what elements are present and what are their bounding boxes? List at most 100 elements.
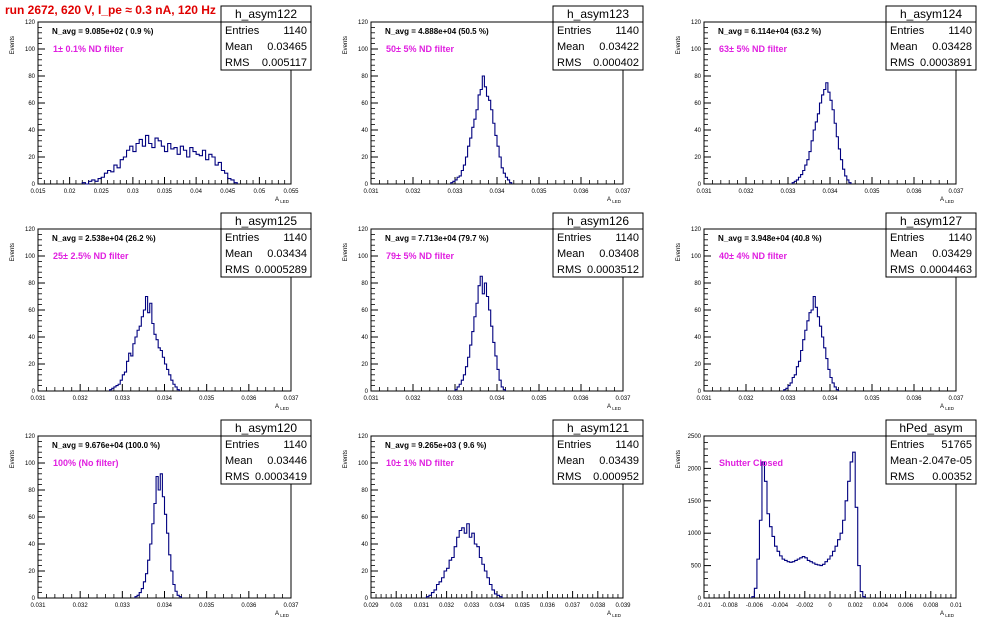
x-tick-label: 0.034: [822, 396, 838, 402]
y-tick-label: 20: [361, 569, 368, 575]
y-tick-label: 80: [28, 488, 35, 494]
y-tick-label: 120: [358, 20, 369, 26]
histogram-name: h_asym123: [567, 7, 629, 21]
stats-label: Entries: [557, 232, 592, 244]
histogram-pad-h_asym124: 0 20 40 60 80 100 120 0.031 0.032 0.033 0.034 0.035…: [676, 5, 977, 204]
y-tick-label: 40: [361, 335, 368, 341]
y-tick-label: 40: [28, 542, 35, 548]
stats-value: 1140: [615, 25, 639, 37]
y-tick-label: 100: [691, 254, 702, 260]
x-tick-label: 0.036: [241, 603, 257, 609]
histogram-pad-h_asym126: 0 20 40 60 80 100 120 0.031 0.032 0.033 0.034 0.035…: [343, 212, 644, 411]
y-axis-title: Events: [10, 243, 16, 261]
stats-box: [220, 5, 312, 71]
y-tick-label: 60: [28, 308, 35, 314]
x-tick-label: 0.034: [489, 189, 505, 195]
y-tick-label: 120: [25, 434, 36, 440]
x-tick-label: 0.035: [531, 396, 547, 402]
x-axis-title: A LED: [940, 197, 955, 204]
stats-values-box: [552, 21, 644, 71]
y-tick-label: 100: [25, 461, 36, 467]
x-tick-label: 0.031: [414, 603, 430, 609]
x-tick-label: -0.004: [771, 603, 789, 609]
x-tick-label: 0.03: [390, 603, 402, 609]
y-axis-title: Events: [343, 243, 349, 261]
x-tick-label: -0.01: [697, 603, 711, 609]
stats-values-box: [885, 228, 977, 278]
x-tick-label: 0.038: [590, 603, 606, 609]
x-tick-label: 0.033: [780, 396, 796, 402]
x-tick-label: 0.036: [906, 189, 922, 195]
x-tick-label: -0.006: [746, 603, 764, 609]
stats-value: 1140: [948, 25, 972, 37]
stats-label: Entries: [225, 439, 260, 451]
x-tick-label: 0.031: [363, 189, 379, 195]
stats-label: RMS: [225, 264, 249, 276]
x-tick-label: 0.032: [738, 189, 754, 195]
stats-value: 0.0005289: [255, 264, 307, 276]
navg-label: N_avg = 9.676e+04 (100.0 %): [52, 441, 160, 450]
x-tick-label: 0.033: [115, 396, 131, 402]
y-tick-label: 20: [28, 569, 35, 575]
x-tick-label: 0.037: [565, 603, 581, 609]
filter-label: 10± 1% ND filter: [386, 458, 454, 468]
stats-value: 0.000952: [593, 471, 639, 483]
y-tick-label: 80: [361, 488, 368, 494]
x-tick-label: 0.036: [573, 396, 589, 402]
stats-box: [220, 212, 312, 278]
navg-label: N_avg = 3.948e+04 (40.8 %): [718, 234, 822, 243]
x-tick-label: 0.03: [127, 189, 139, 195]
stats-label: Mean: [225, 455, 253, 467]
stats-values-box: [885, 435, 977, 485]
stats-value: 1140: [283, 439, 307, 451]
histogram-line: [791, 82, 852, 184]
histogram-name: h_asym127: [900, 214, 962, 228]
stats-value: 0.03428: [932, 41, 972, 53]
x-tick-label: 0.035: [199, 396, 215, 402]
x-tick-label: 0.031: [363, 396, 379, 402]
y-tick-label: 0: [365, 596, 369, 602]
x-tick-label: 0.037: [948, 189, 964, 195]
y-tick-label: 0: [365, 182, 369, 188]
stats-values-box: [885, 21, 977, 71]
x-tick-label: 0.035: [531, 189, 547, 195]
y-tick-label: 20: [361, 155, 368, 161]
histogram-pad-h_asym123: 0 20 40 60 80 100 120 0.031 0.032 0.033 0.034 0.035…: [343, 5, 644, 204]
y-tick-label: 120: [25, 227, 36, 233]
x-tick-label: 0.006: [898, 603, 914, 609]
y-tick-label: 20: [28, 155, 35, 161]
y-tick-label: 1500: [688, 499, 702, 505]
histogram-pad-hPed_asym: 0 500 1000 1500 2000 2500 -0.01 -0.008 -0.006 -0.…: [676, 419, 977, 618]
y-tick-label: 60: [28, 101, 35, 107]
stats-box: [220, 419, 312, 485]
stats-label: Mean: [557, 41, 585, 53]
filter-label: 25± 2.5% ND filter: [53, 251, 129, 261]
y-tick-label: 120: [691, 227, 702, 233]
histogram-name: h_asym122: [235, 7, 297, 21]
y-tick-label: 80: [361, 281, 368, 287]
x-tick-label: 0.037: [948, 396, 964, 402]
filter-label: 1± 0.1% ND filter: [53, 44, 124, 54]
x-axis-title: A LED: [607, 611, 622, 618]
x-tick-label: 0.036: [241, 396, 257, 402]
y-tick-label: 500: [691, 564, 702, 570]
histogram-line: [81, 134, 238, 185]
stats-value: 0.00352: [932, 471, 972, 483]
x-tick-label: 0.035: [515, 603, 531, 609]
stats-label: Entries: [557, 439, 592, 451]
stats-label: RMS: [557, 471, 581, 483]
x-tick-label: 0.029: [363, 603, 379, 609]
histogram-name: h_asym126: [567, 214, 629, 228]
y-axis-title: Events: [10, 450, 16, 468]
x-tick-label: 0.037: [283, 396, 299, 402]
y-tick-label: 20: [694, 362, 701, 368]
stats-value: 0.03434: [267, 248, 307, 260]
x-tick-label: 0.036: [906, 396, 922, 402]
y-tick-label: 60: [361, 308, 368, 314]
x-tick-label: 0.032: [439, 603, 455, 609]
y-tick-label: 80: [28, 74, 35, 80]
stats-value: 0.0003891: [920, 57, 972, 69]
y-tick-label: 2000: [688, 466, 702, 472]
y-axis-title: Events: [10, 36, 16, 54]
y-tick-label: 0: [698, 596, 702, 602]
